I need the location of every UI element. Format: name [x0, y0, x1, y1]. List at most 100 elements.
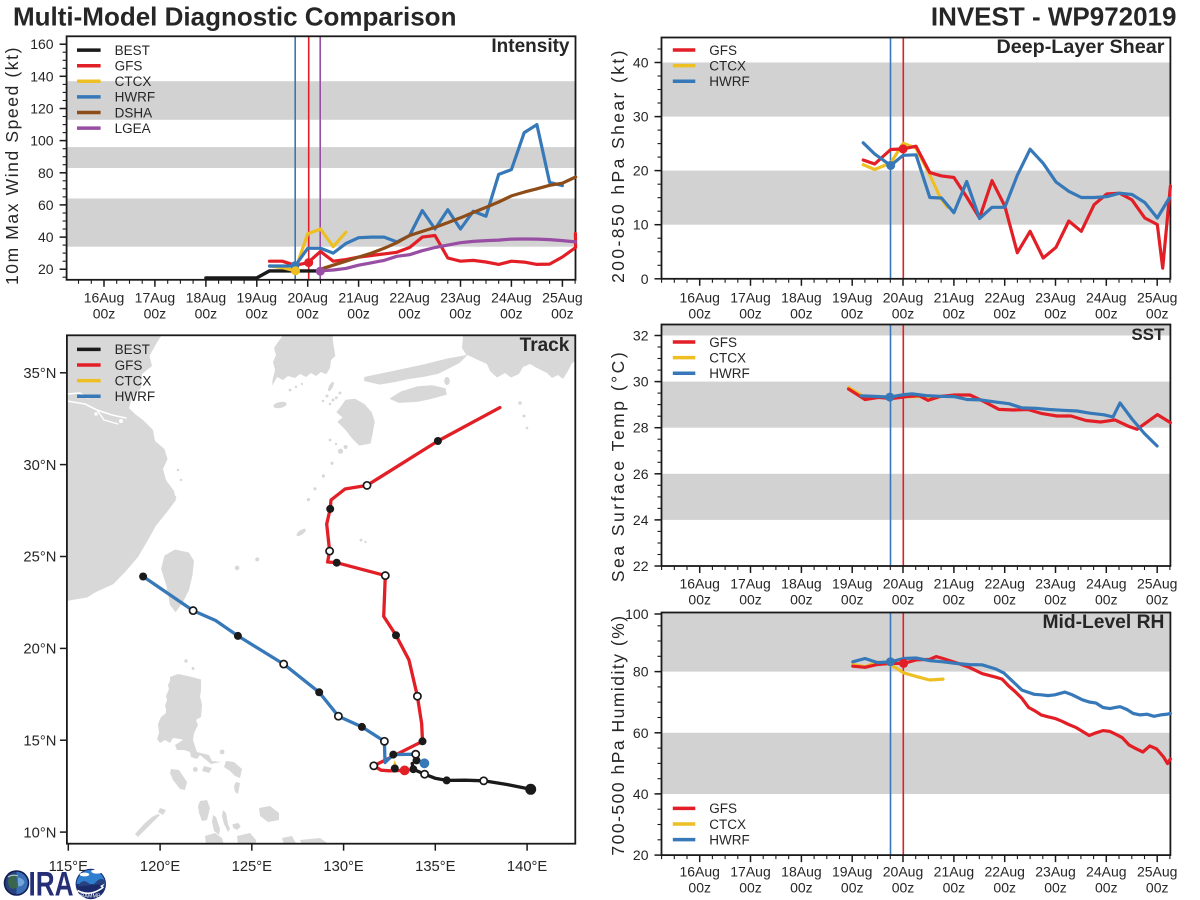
svg-text:HWRF: HWRF [709, 366, 750, 381]
svg-text:00z: 00z [1146, 592, 1169, 608]
svg-text:21Aug: 21Aug [934, 864, 974, 880]
svg-text:CTCX: CTCX [709, 58, 746, 73]
svg-text:25Aug: 25Aug [542, 290, 582, 306]
svg-text:CTCX: CTCX [709, 350, 746, 365]
svg-text:Deep-Layer Shear: Deep-Layer Shear [996, 36, 1164, 58]
svg-text:17Aug: 17Aug [730, 576, 770, 592]
svg-text:21Aug: 21Aug [934, 290, 974, 306]
svg-text:20Aug: 20Aug [883, 290, 923, 306]
svg-text:130°E: 130°E [323, 859, 364, 875]
svg-text:700-500 hPa Humidity (%): 700-500 hPa Humidity (%) [608, 614, 628, 855]
svg-text:24Aug: 24Aug [491, 290, 531, 306]
svg-text:GFS: GFS [115, 59, 143, 74]
svg-text:00z: 00z [1044, 880, 1067, 896]
svg-text:100: 100 [30, 133, 54, 149]
svg-text:35°N: 35°N [23, 366, 56, 382]
svg-text:125°E: 125°E [232, 859, 273, 875]
svg-text:00z: 00z [347, 306, 370, 322]
svg-text:00z: 00z [195, 306, 218, 322]
svg-text:115°E: 115°E [49, 859, 88, 875]
svg-text:40: 40 [633, 786, 649, 802]
svg-text:00z: 00z [688, 306, 711, 322]
svg-text:25Aug: 25Aug [1137, 290, 1177, 306]
svg-text:00z: 00z [892, 880, 915, 896]
svg-text:00z: 00z [841, 306, 864, 322]
svg-text:00z: 00z [739, 880, 762, 896]
svg-text:00z: 00z [296, 306, 319, 322]
svg-text:00z: 00z [1095, 592, 1118, 608]
svg-text:60: 60 [633, 725, 649, 741]
svg-text:21Aug: 21Aug [934, 576, 974, 592]
svg-text:00z: 00z [739, 306, 762, 322]
svg-text:19Aug: 19Aug [832, 864, 872, 880]
svg-text:20°N: 20°N [23, 642, 56, 658]
svg-text:10°N: 10°N [23, 825, 56, 841]
svg-text:00z: 00z [93, 306, 116, 322]
svg-text:00z: 00z [1146, 306, 1169, 322]
svg-text:00z: 00z [993, 306, 1016, 322]
svg-text:120°E: 120°E [140, 859, 181, 875]
svg-text:23Aug: 23Aug [1035, 864, 1075, 880]
svg-text:22Aug: 22Aug [389, 290, 429, 306]
svg-text:SST: SST [1131, 325, 1165, 344]
svg-text:CTCX: CTCX [709, 817, 746, 832]
svg-text:00z: 00z [943, 592, 966, 608]
svg-text:GFS: GFS [709, 801, 737, 816]
svg-text:00z: 00z [841, 880, 864, 896]
svg-text:160: 160 [30, 36, 54, 52]
svg-text:RAMMB: RAMMB [80, 894, 101, 900]
svg-text:120: 120 [30, 101, 54, 117]
svg-text:HWRF: HWRF [709, 74, 750, 89]
svg-text:22Aug: 22Aug [984, 864, 1024, 880]
svg-text:00z: 00z [1044, 306, 1067, 322]
svg-text:00z: 00z [943, 880, 966, 896]
svg-text:80: 80 [38, 165, 54, 181]
svg-text:15°N: 15°N [23, 733, 56, 749]
svg-text:17Aug: 17Aug [730, 290, 770, 306]
svg-text:18Aug: 18Aug [186, 290, 226, 306]
svg-text:18Aug: 18Aug [781, 864, 821, 880]
svg-text:CTCX: CTCX [115, 373, 152, 388]
svg-text:17Aug: 17Aug [730, 864, 770, 880]
svg-text:140°E: 140°E [507, 859, 548, 875]
svg-text:BEST: BEST [115, 342, 150, 357]
svg-text:00z: 00z [398, 306, 421, 322]
svg-text:DSHA: DSHA [115, 105, 153, 120]
svg-text:200-850 hPa Shear (kt): 200-850 hPa Shear (kt) [608, 48, 628, 283]
svg-text:140: 140 [30, 68, 54, 84]
svg-text:00z: 00z [551, 306, 574, 322]
svg-text:26: 26 [633, 466, 649, 482]
svg-text:INVEST - WP972019: INVEST - WP972019 [931, 2, 1177, 32]
svg-text:40: 40 [633, 55, 649, 71]
svg-text:16Aug: 16Aug [84, 290, 124, 306]
svg-text:LGEA: LGEA [115, 121, 151, 136]
svg-text:00z: 00z [841, 592, 864, 608]
svg-text:24Aug: 24Aug [1086, 576, 1126, 592]
svg-text:00z: 00z [688, 880, 711, 896]
svg-text:00z: 00z [790, 592, 813, 608]
svg-text:10m Max Wind Speed (kt): 10m Max Wind Speed (kt) [2, 46, 22, 285]
svg-text:19Aug: 19Aug [832, 576, 872, 592]
svg-text:25Aug: 25Aug [1137, 576, 1177, 592]
svg-text:00z: 00z [993, 880, 1016, 896]
svg-text:23Aug: 23Aug [1035, 576, 1075, 592]
svg-text:20Aug: 20Aug [883, 576, 923, 592]
svg-text:00z: 00z [1095, 306, 1118, 322]
svg-text:00z: 00z [144, 306, 167, 322]
svg-text:00z: 00z [1146, 880, 1169, 896]
svg-text:21Aug: 21Aug [338, 290, 378, 306]
svg-text:00z: 00z [500, 306, 523, 322]
svg-text:00z: 00z [449, 306, 472, 322]
svg-text:22Aug: 22Aug [984, 290, 1024, 306]
svg-text:CTCX: CTCX [115, 74, 152, 89]
svg-text:20: 20 [38, 261, 54, 277]
svg-text:25Aug: 25Aug [1137, 864, 1177, 880]
svg-text:IRA: IRA [29, 866, 74, 900]
svg-text:00z: 00z [790, 880, 813, 896]
svg-text:20: 20 [633, 847, 649, 863]
svg-text:00z: 00z [892, 592, 915, 608]
svg-text:16Aug: 16Aug [679, 576, 719, 592]
svg-text:GFS: GFS [709, 335, 737, 350]
svg-text:HWRF: HWRF [115, 90, 156, 105]
svg-text:Sea Surface Temp (°C): Sea Surface Temp (°C) [608, 350, 628, 582]
